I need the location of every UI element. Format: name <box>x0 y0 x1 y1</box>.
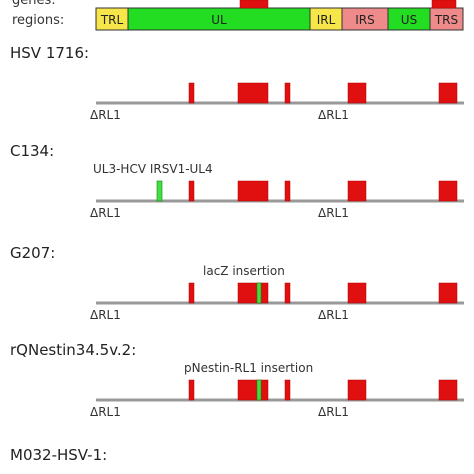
header-gene-block <box>431 0 457 9</box>
genome-backbone <box>96 101 464 105</box>
region-label-trl: TRL <box>100 13 124 27</box>
construct-name: M032-HSV-1: <box>10 446 107 464</box>
construct-name: G207: <box>10 244 55 262</box>
gene-block <box>347 282 367 304</box>
region-label-us: US <box>401 13 417 27</box>
regions-label: regions: <box>12 13 64 28</box>
gene-block <box>188 282 195 304</box>
insertion-annotation: lacZ insertion <box>203 264 285 278</box>
region-label-irs: IRS <box>355 13 375 27</box>
construct-m032: M032-HSV-1: <box>10 446 107 464</box>
gene-block <box>188 180 195 202</box>
gene-block <box>284 180 291 202</box>
region-bar: TRL UL IRL IRS US TRS <box>95 0 464 31</box>
genome-backbone <box>96 199 464 203</box>
genome-backbone <box>96 301 464 305</box>
region-label-trs: TRS <box>434 13 458 27</box>
gene-block <box>237 180 269 202</box>
gene-block <box>438 282 458 304</box>
construct-name: HSV 1716: <box>10 44 89 62</box>
construct-rqnestin: rQNestin34.5v.2: pNestin-RL1 insertion ΔRL… <box>10 341 464 419</box>
construct-name: rQNestin34.5v.2: <box>10 341 136 359</box>
deletion-label-right: ΔRL1 <box>318 308 349 322</box>
gene-block <box>188 82 195 104</box>
gene-block <box>347 82 367 104</box>
deletion-label-left: ΔRL1 <box>90 206 121 220</box>
gene-block <box>237 82 269 104</box>
gene-block <box>347 379 367 401</box>
deletion-label-left: ΔRL1 <box>90 308 121 322</box>
genes-label: genes: <box>12 0 56 8</box>
insertion-annotation: UL3-HCV IRSV1-UL4 <box>93 162 213 176</box>
deletion-label-left: ΔRL1 <box>90 108 121 122</box>
construct-g207: G207: lacZ insertion ΔRL1 ΔRL1 <box>10 244 464 322</box>
deletion-label-right: ΔRL1 <box>318 405 349 419</box>
deletion-label-right: ΔRL1 <box>318 206 349 220</box>
gene-block <box>347 180 367 202</box>
gene-block <box>438 82 458 104</box>
insert-marker <box>256 379 262 401</box>
header-gene-block <box>239 0 269 9</box>
gene-block <box>438 180 458 202</box>
deletion-label-left: ΔRL1 <box>90 405 121 419</box>
gene-block <box>284 379 291 401</box>
gene-block <box>284 282 291 304</box>
construct-c134: C134: UL3-HCV IRSV1-UL4 ΔRL1 ΔRL1 <box>10 142 464 220</box>
insertion-annotation: pNestin-RL1 insertion <box>184 361 313 375</box>
region-label-irl: IRL <box>317 13 336 27</box>
gene-block <box>284 82 291 104</box>
region-label-ul: UL <box>211 13 227 27</box>
gene-block <box>237 379 269 401</box>
insert-marker <box>256 282 262 304</box>
genome-regions-header: genes: regions: TRL UL IRL IRS US TRS <box>12 0 464 31</box>
gene-block <box>188 379 195 401</box>
insert-marker <box>156 180 163 202</box>
deletion-label-right: ΔRL1 <box>318 108 349 122</box>
construct-list: HSV 1716: ΔRL1 ΔRL1 C134: UL3-HCV IRSV1-UL4 Δ… <box>10 44 464 464</box>
gene-block <box>438 379 458 401</box>
genome-backbone <box>96 398 464 402</box>
gene-block <box>237 282 269 304</box>
construct-hsv1716: HSV 1716: ΔRL1 ΔRL1 <box>10 44 464 122</box>
construct-name: C134: <box>10 142 54 160</box>
